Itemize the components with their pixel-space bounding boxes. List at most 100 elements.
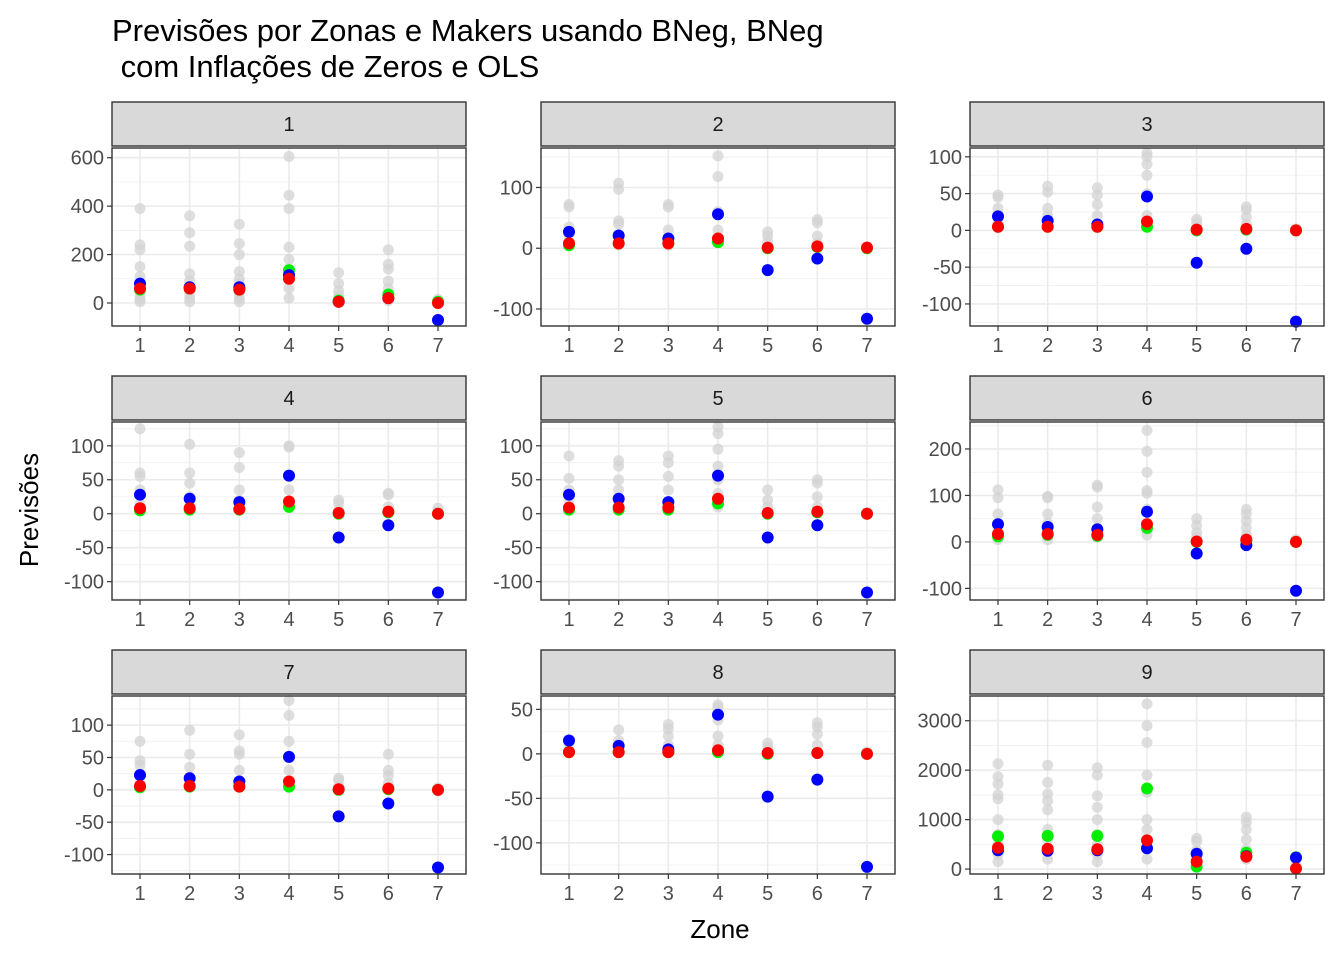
x-tick-label: 7 (1290, 335, 1301, 357)
x-tick-label: 3 (1092, 335, 1103, 357)
x-tick-label: 5 (762, 883, 773, 905)
observed-point (283, 709, 295, 721)
panel-6: 6 -100 0 100 200 1 2 3 4 5 6 7 (922, 375, 1325, 631)
red-point (761, 746, 774, 759)
observed-point (1042, 492, 1054, 504)
x-tick-label: 5 (1191, 883, 1202, 905)
y-tick-label: 0 (522, 238, 533, 260)
red-point (761, 241, 774, 254)
observed-point (811, 491, 823, 503)
panel-border (540, 147, 896, 327)
red-point (382, 782, 395, 795)
observed-point (134, 423, 146, 435)
y-tick-label: -50 (933, 257, 962, 279)
panel-border (111, 147, 467, 327)
red-point (861, 507, 873, 520)
x-tick-label: 4 (1141, 609, 1152, 631)
red-point (332, 783, 345, 796)
panel-strip-label: 2 (712, 114, 723, 136)
y-tick-label: 0 (522, 744, 533, 766)
observed-point (184, 240, 196, 252)
observed-point (382, 489, 394, 501)
blue-point (134, 488, 146, 501)
y-tick-label: -50 (75, 812, 104, 834)
red-point (1190, 535, 1203, 548)
blue-point (382, 519, 395, 532)
x-tick-label: 4 (283, 335, 294, 357)
observed-point (613, 474, 625, 486)
blue-point (811, 252, 824, 265)
observed-point (1042, 186, 1054, 198)
red-point (1141, 834, 1153, 847)
observed-point (184, 210, 196, 222)
x-tick-label: 6 (812, 335, 823, 357)
observed-point (1091, 801, 1103, 813)
y-tick-label: -50 (75, 538, 104, 560)
observed-point (613, 183, 625, 195)
observed-point (1191, 835, 1203, 847)
x-tick-label: 1 (134, 883, 145, 905)
observed-point (233, 729, 245, 741)
x-tick-label: 6 (1241, 883, 1252, 905)
red-point (1041, 220, 1054, 233)
y-tick-label: 100 (929, 147, 962, 169)
red-point (811, 240, 824, 253)
red-point (233, 283, 246, 296)
red-point (712, 492, 724, 505)
blue-point (992, 518, 1004, 531)
red-point (992, 841, 1004, 854)
y-tick-label: 100 (71, 436, 104, 458)
panel-strip-label: 4 (283, 388, 294, 410)
observed-point (992, 484, 1004, 496)
red-point (861, 241, 873, 254)
observed-point (283, 735, 295, 747)
observed-point (283, 484, 295, 496)
observed-point (1141, 698, 1153, 710)
x-tick-label: 2 (184, 883, 195, 905)
red-point (811, 746, 824, 759)
y-axis-title: Previsões (14, 453, 44, 567)
observed-point (184, 477, 196, 489)
x-tick-label: 6 (1241, 335, 1252, 357)
observed-point (712, 443, 724, 455)
blue-point (861, 586, 873, 599)
x-tick-label: 4 (1141, 883, 1152, 905)
blue-point (1290, 315, 1302, 328)
observed-point (811, 477, 823, 489)
blue-point (612, 492, 625, 505)
panel-strip (540, 101, 896, 147)
red-point (1091, 843, 1104, 856)
x-tick-label: 6 (383, 609, 394, 631)
panel-1: 1 0 200 400 600 1 2 3 4 5 6 7 (71, 101, 467, 357)
blue-point (811, 773, 824, 786)
red-point (1290, 535, 1302, 548)
x-tick-label: 3 (234, 883, 245, 905)
x-tick-label: 3 (663, 883, 674, 905)
red-point (563, 746, 575, 759)
red-point (563, 237, 575, 250)
observed-point (184, 748, 196, 760)
x-tick-label: 3 (663, 335, 674, 357)
blue-point (1190, 256, 1203, 269)
red-point (382, 292, 395, 305)
x-tick-label: 5 (1191, 609, 1202, 631)
x-tick-label: 2 (1042, 609, 1053, 631)
blue-point (861, 860, 873, 873)
observed-point (563, 472, 575, 484)
observed-point (184, 467, 196, 479)
observed-point (382, 770, 394, 782)
y-tick-label: -100 (493, 299, 533, 321)
y-tick-label: 0 (93, 293, 104, 315)
observed-point (1091, 769, 1103, 781)
observed-point (283, 150, 295, 162)
x-tick-label: 5 (333, 609, 344, 631)
observed-point (283, 764, 295, 776)
red-point (283, 775, 295, 788)
observed-point (662, 484, 674, 496)
x-tick-label: 1 (134, 335, 145, 357)
observed-point (184, 296, 196, 308)
observed-point (333, 267, 345, 279)
red-point (1240, 533, 1253, 546)
observed-point (1042, 759, 1054, 771)
